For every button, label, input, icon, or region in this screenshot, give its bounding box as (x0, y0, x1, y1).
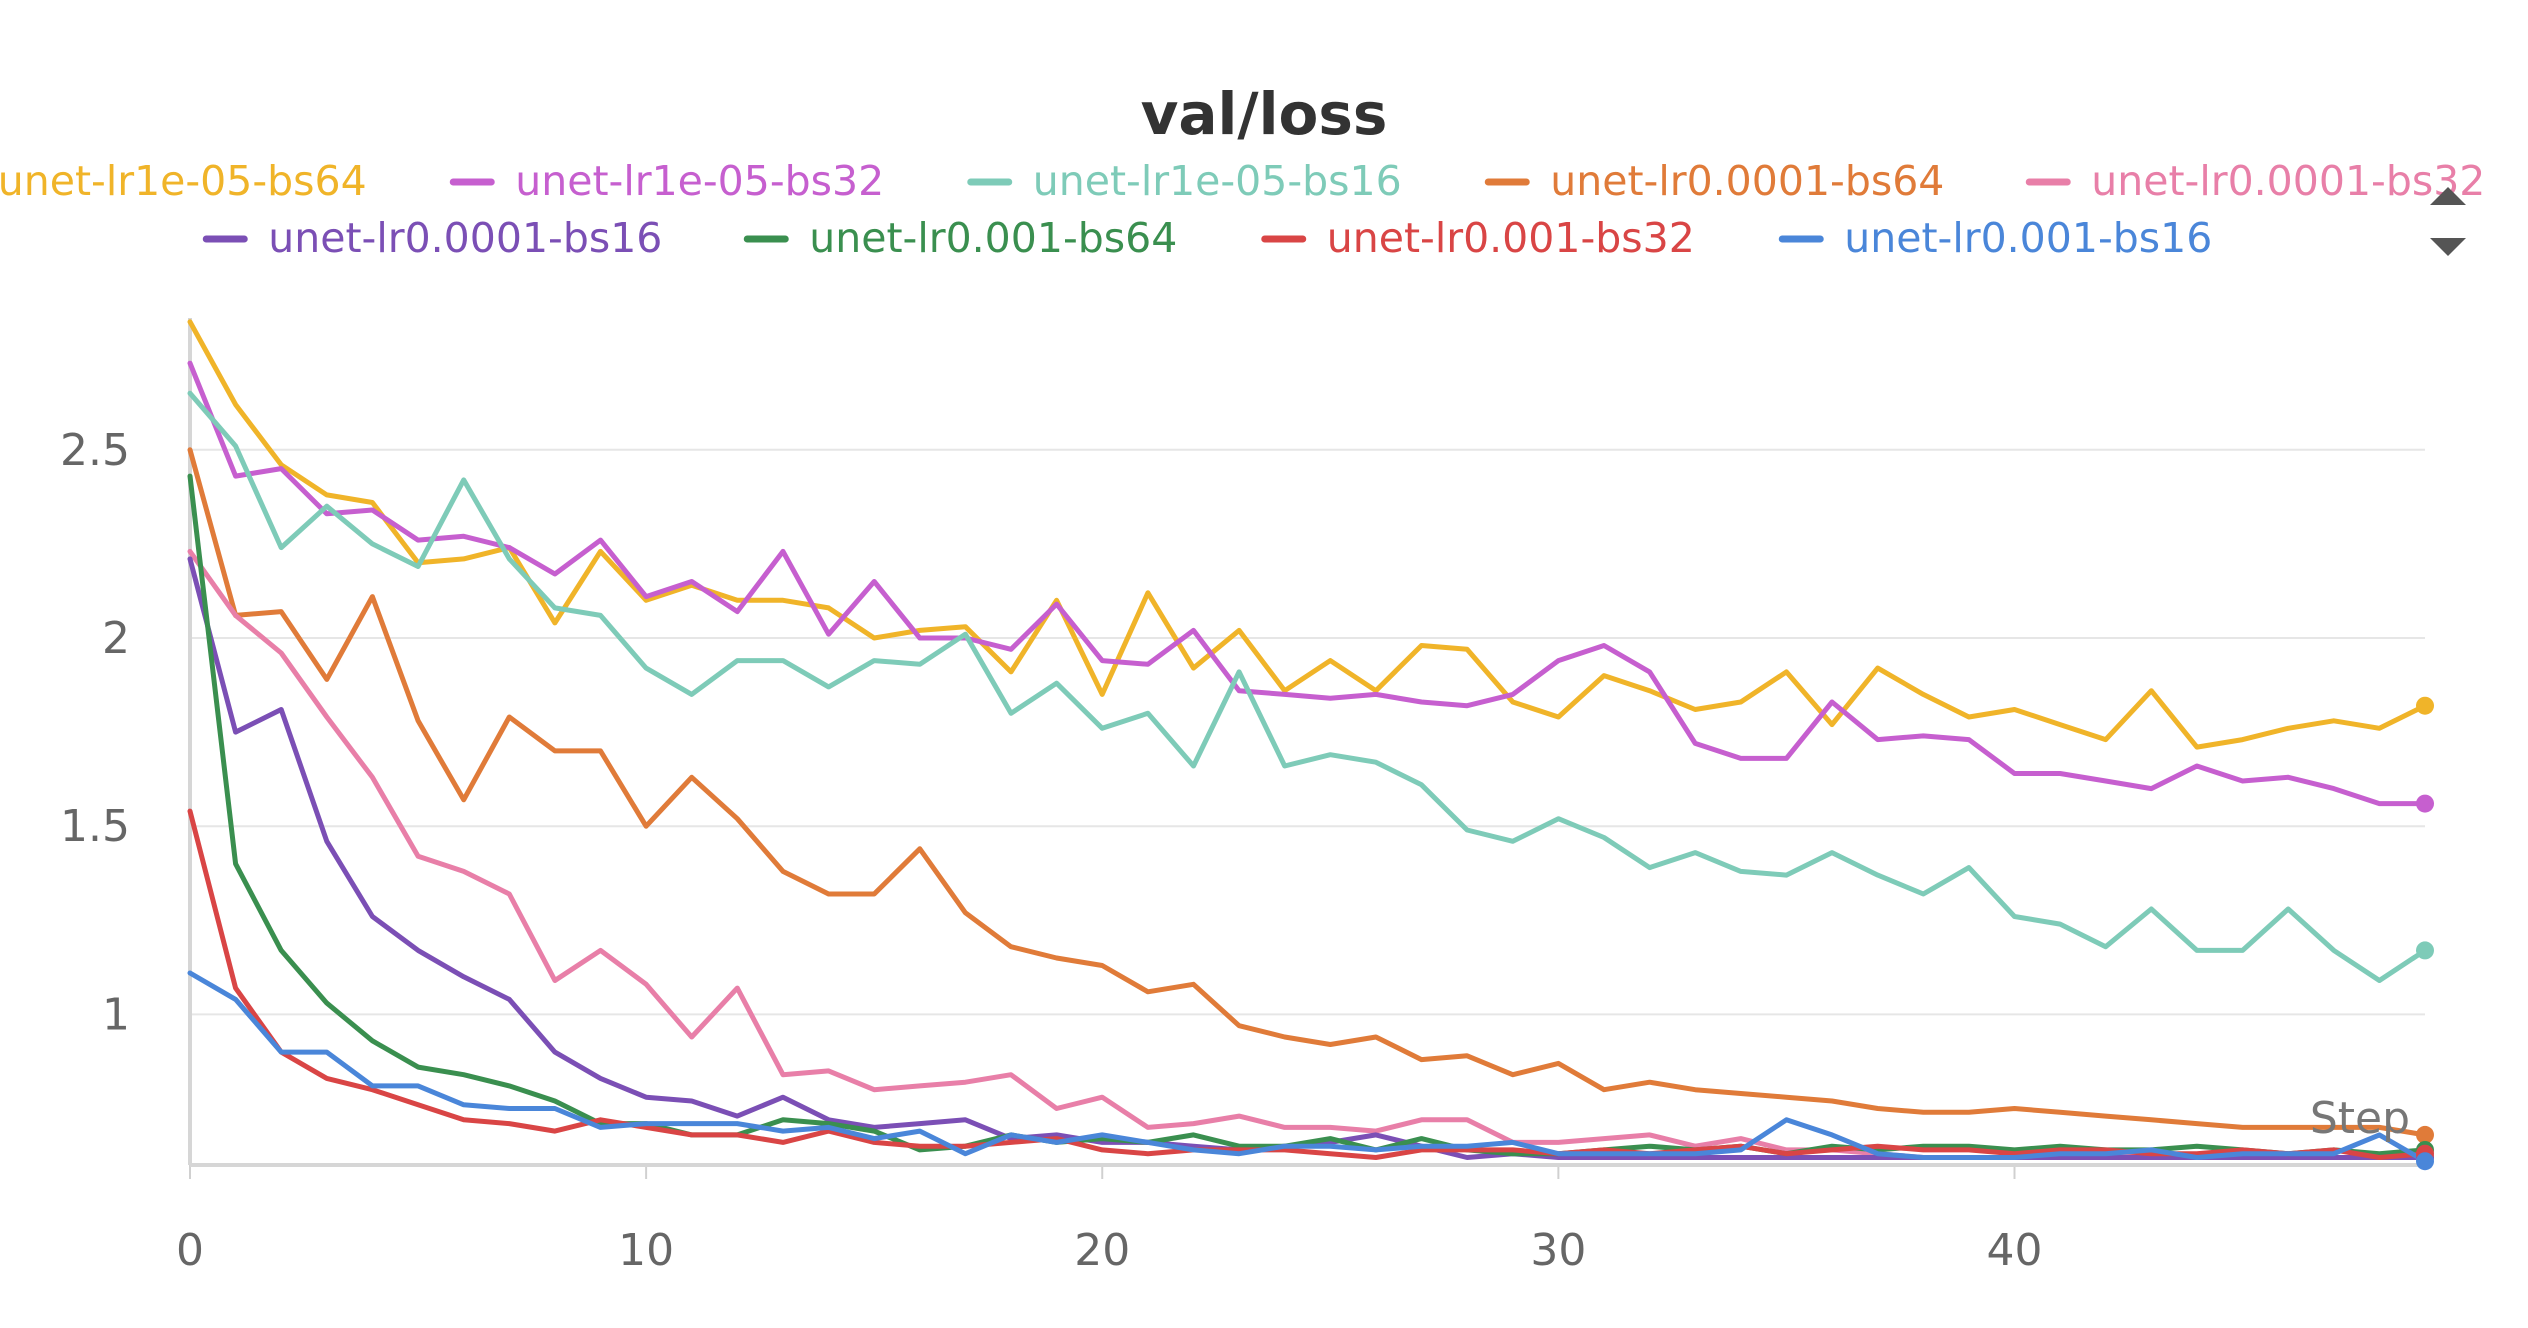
series-end-dot-unet-lr1e-05-bs64 (2416, 696, 2434, 715)
legend-item-unet-lr0.0001-bs16[interactable]: unet-lr0.0001-bs16 (202, 214, 662, 262)
legend-label: unet-lr1e-05-bs16 (1033, 157, 1402, 205)
legend-label: unet-lr0.001-bs16 (1844, 214, 2212, 262)
series-line-unet-lr1e-05-bs16[interactable] (187, 390, 2428, 983)
legend-item-unet-lr1e-05-bs16[interactable]: unet-lr1e-05-bs16 (967, 157, 1402, 205)
y-tick-label: 1.5 (60, 801, 130, 852)
series-line-unet-lr0.0001-bs16[interactable] (187, 556, 2428, 1160)
y-tick-label: 2 (102, 613, 130, 664)
axes: 1 1.5 2 2.5 0 10 20 30 40 (60, 318, 2425, 1276)
series-line-unet-lr0.001-bs16[interactable] (187, 970, 2428, 1164)
legend-label: unet-lr1e-05-bs32 (515, 157, 884, 205)
x-tick-label: 40 (1986, 1225, 2042, 1276)
legend-item-unet-lr1e-05-bs64[interactable]: unet-lr1e-05-bs64 (0, 157, 367, 205)
legend-scroll-down-icon[interactable] (2430, 238, 2466, 256)
legend-label: unet-lr0.0001-bs64 (1550, 157, 1944, 205)
y-tick-label: 2.5 (60, 425, 130, 476)
series-line-unet-lr1e-05-bs64[interactable] (187, 319, 2428, 750)
x-axis-label: Step (2310, 1093, 2410, 1144)
series-end-dot-unet-lr1e-05-bs16 (2416, 941, 2434, 960)
x-tick-label: 0 (176, 1225, 204, 1276)
legend-label: unet-lr1e-05-bs64 (0, 157, 367, 205)
legend-label: unet-lr0.001-bs32 (1327, 214, 1695, 262)
plot-area[interactable] (187, 319, 2428, 1164)
chart-title: val/loss (1141, 80, 1388, 148)
legend-item-unet-lr1e-05-bs32[interactable]: unet-lr1e-05-bs32 (449, 157, 884, 205)
series-line-unet-lr0.0001-bs32[interactable] (187, 548, 2428, 1160)
series-line-unet-lr0.001-bs64[interactable] (187, 473, 2428, 1157)
series-end-dot-unet-lr1e-05-bs32 (2416, 794, 2434, 813)
series-end-dot-unet-lr0.001-bs16 (2416, 1152, 2434, 1171)
legend-scroll-up-icon[interactable] (2430, 187, 2466, 205)
series-line-unet-lr0.0001-bs64[interactable] (187, 447, 2428, 1138)
x-tick-label: 10 (618, 1225, 674, 1276)
x-tick-label: 20 (1074, 1225, 1130, 1276)
series-line-unet-lr1e-05-bs32[interactable] (187, 360, 2428, 807)
legend-item-unet-lr0.0001-bs64[interactable]: unet-lr0.0001-bs64 (1484, 157, 1944, 205)
series-line-unet-lr0.001-bs32[interactable] (187, 808, 2428, 1160)
grid-lines (190, 448, 2425, 1016)
series-end-markers (2416, 696, 2434, 1171)
legend-scroll-controls[interactable] (2430, 187, 2466, 256)
y-tick-label: 1 (102, 989, 130, 1040)
legend-label: unet-lr0.0001-bs32 (2091, 157, 2485, 205)
legend[interactable]: unet-lr1e-05-bs64 unet-lr1e-05-bs32 unet-l… (0, 157, 2485, 262)
x-tick-label: 30 (1530, 1225, 1586, 1276)
legend-label: unet-lr0.001-bs64 (809, 214, 1177, 262)
legend-item-unet-lr0.001-bs64[interactable]: unet-lr0.001-bs64 (743, 214, 1177, 262)
legend-label: unet-lr0.0001-bs16 (268, 214, 662, 262)
series-end-dot-unet-lr0.0001-bs64 (2416, 1125, 2434, 1144)
legend-item-unet-lr0.0001-bs32[interactable]: unet-lr0.0001-bs32 (2025, 157, 2485, 205)
legend-item-unet-lr0.001-bs32[interactable]: unet-lr0.001-bs32 (1261, 214, 1695, 262)
legend-item-unet-lr0.001-bs16[interactable]: unet-lr0.001-bs16 (1778, 214, 2212, 262)
